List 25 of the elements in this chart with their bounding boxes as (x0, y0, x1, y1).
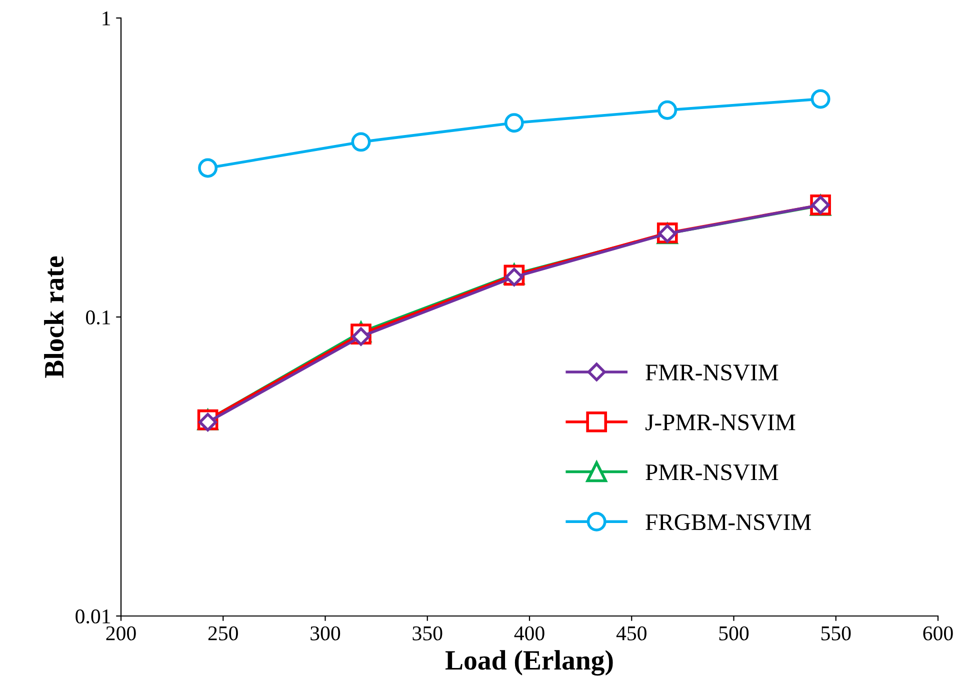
legend-label: FMR-NSVIM (646, 364, 778, 381)
x-axis-title: Load (Erlang) (445, 650, 613, 676)
x-tick-label: 250 (208, 626, 238, 640)
legend-label: PMR-NSVIM (646, 464, 778, 480)
x-tick-label: 550 (821, 626, 851, 640)
x-tick-label: 400 (514, 626, 544, 640)
legend-label: J-PMR-NSVIM (646, 414, 796, 430)
point (198, 158, 218, 178)
point (352, 327, 370, 346)
x-tick-label: 300 (310, 626, 340, 640)
point (198, 412, 218, 432)
x-tick-label: 600 (923, 626, 953, 640)
x-tick-label: 500 (719, 626, 749, 640)
y-tick-label: 0.1 (86, 310, 110, 325)
point (504, 113, 524, 133)
x-tick-label: 350 (412, 626, 442, 640)
y-tick-label: 1 (102, 11, 110, 26)
x-tick-label: 200 (106, 626, 136, 640)
y-tick-label: 0.01 (76, 609, 110, 624)
point (351, 132, 371, 152)
point (810, 89, 830, 109)
y-axis-title: Block rate (44, 256, 64, 378)
point (658, 100, 678, 120)
x-tick-label: 450 (616, 626, 646, 640)
legend-label: FRGBM-NSVIM (646, 514, 811, 530)
